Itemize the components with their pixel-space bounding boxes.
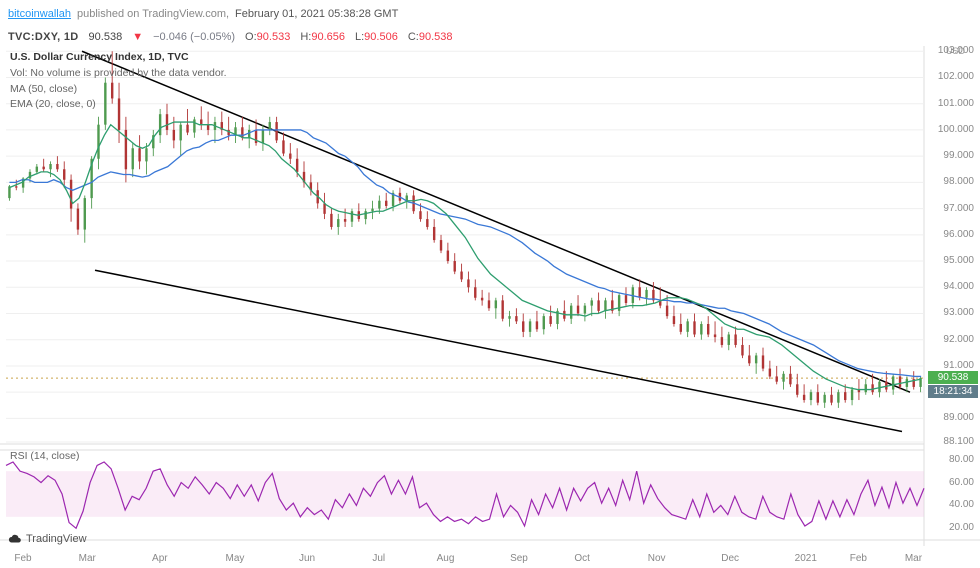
legend-ma50: MA (50, close) — [10, 82, 227, 98]
x-axis-label: May — [226, 553, 245, 564]
publish-header: bitcoinwallah published on TradingView.c… — [0, 0, 980, 28]
last-price: 90.538 — [89, 31, 123, 43]
publish-date: February 01, 2021 05:38:28 GMT — [235, 8, 398, 20]
y-axis-label: 103.000 — [938, 45, 974, 56]
last-price-tag: 90.538 — [928, 371, 978, 384]
chart-legend: U.S. Dollar Currency Index, 1D, TVC Vol:… — [10, 50, 227, 113]
change-value: −0.046 (−0.05%) — [153, 31, 235, 43]
rsi-y-label: 60.00 — [949, 477, 974, 488]
rsi-y-label: 80.00 — [949, 454, 974, 465]
y-axis-label: 95.000 — [943, 255, 974, 266]
y-axis-label: 102.000 — [938, 71, 974, 82]
x-axis-label: Mar — [905, 553, 922, 564]
y-axis-label: 99.000 — [943, 150, 974, 161]
x-axis-label: Nov — [648, 553, 666, 564]
y-axis-label: 92.000 — [943, 334, 974, 345]
username-link[interactable]: bitcoinwallah — [8, 8, 71, 20]
y-axis-label: 88.100 — [943, 436, 974, 447]
y-axis-label: 91.000 — [943, 360, 974, 371]
change-arrow-icon: ▼ — [132, 31, 143, 43]
open-value: 90.533 — [257, 31, 291, 43]
x-axis-label: Jun — [299, 553, 315, 564]
legend-volume: Vol: No volume is provided by the data v… — [10, 66, 227, 82]
y-axis-label: 94.000 — [943, 281, 974, 292]
open-label: O: — [245, 31, 257, 43]
y-axis-label: 97.000 — [943, 203, 974, 214]
low-value: 90.506 — [364, 31, 398, 43]
high-value: 90.656 — [311, 31, 345, 43]
chart-container[interactable]: U.S. Dollar Currency Index, 1D, TVC Vol:… — [0, 46, 980, 568]
rsi-legend: RSI (14, close) — [10, 450, 79, 462]
chart-svg — [0, 46, 980, 568]
close-label: C: — [408, 31, 419, 43]
brand-text: TradingView — [26, 533, 87, 545]
y-axis-label: 101.000 — [938, 98, 974, 109]
symbol-label[interactable]: TVC:DXY, 1D — [8, 31, 79, 43]
x-axis-label: 2021 — [795, 553, 817, 564]
x-axis-label: Oct — [574, 553, 590, 564]
symbol-ohlc-bar: TVC:DXY, 1D 90.538 ▼ −0.046 (−0.05%) O:9… — [0, 28, 980, 46]
low-label: L: — [355, 31, 364, 43]
y-axis-label: 100.000 — [938, 124, 974, 135]
x-axis-label: Dec — [721, 553, 739, 564]
close-value: 90.538 — [419, 31, 453, 43]
x-axis-label: Apr — [152, 553, 168, 564]
cloud-icon — [8, 532, 22, 546]
y-axis-label: 89.000 — [943, 412, 974, 423]
y-axis-label: 98.000 — [943, 176, 974, 187]
x-axis-label: Aug — [437, 553, 455, 564]
x-axis-label: Sep — [510, 553, 528, 564]
y-axis-label: 96.000 — [943, 229, 974, 240]
x-axis-label: Mar — [79, 553, 96, 564]
x-axis-label: Feb — [14, 553, 31, 564]
tradingview-logo[interactable]: TradingView — [8, 532, 87, 546]
high-label: H: — [300, 31, 311, 43]
y-axis-label: 93.000 — [943, 307, 974, 318]
rsi-y-label: 40.00 — [949, 499, 974, 510]
x-axis-label: Jul — [372, 553, 385, 564]
x-axis-label: Feb — [850, 553, 867, 564]
legend-ema20: EMA (20, close, 0) — [10, 97, 227, 113]
countdown-tag: 18:21:34 — [928, 385, 978, 398]
legend-title: U.S. Dollar Currency Index, 1D, TVC — [10, 50, 227, 66]
rsi-y-label: 20.00 — [949, 522, 974, 533]
published-text: published on TradingView.com, — [77, 8, 229, 20]
